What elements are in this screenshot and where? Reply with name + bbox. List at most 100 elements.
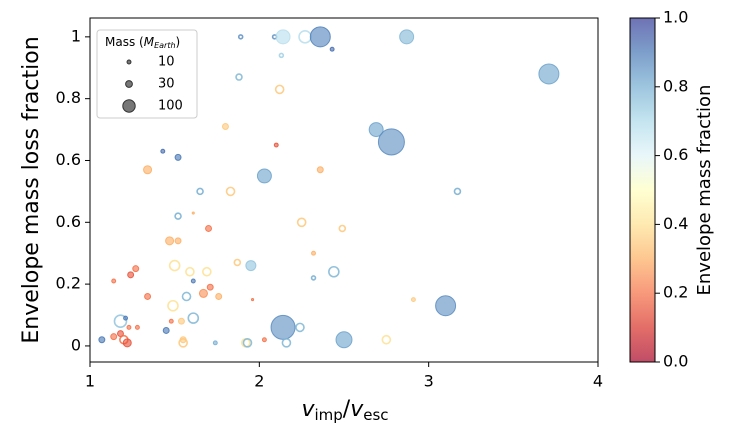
colorbar-tick-label: 0.6 [663,145,688,164]
colorbar [629,17,656,363]
legend-label: 10 [158,55,175,70]
plot-frame [89,17,599,363]
data-point [235,73,243,81]
x-label-part: / [343,397,351,422]
colorbar-tick-label: 0.2 [663,283,688,302]
data-point [221,123,229,130]
data-point [410,297,416,303]
data-point [174,153,182,161]
data-point [113,314,128,329]
legend-title-part: M [144,35,155,49]
data-point [278,52,285,59]
data-point [127,271,135,279]
legend-title-part: Mass ( [105,35,144,49]
data-point [132,265,140,273]
data-point [329,46,335,52]
data-point [237,34,244,40]
data-point [202,266,212,277]
colorbar-tick-label: 0.4 [663,214,688,233]
data-point [143,165,153,175]
x-label-part: v [350,397,364,422]
legend-marker [126,59,132,65]
data-point [316,166,324,174]
data-point [187,312,200,324]
data-point [167,299,179,312]
data-point [212,340,218,346]
x-label-part: v [301,397,315,422]
x-tick-label: 1 [85,372,95,391]
data-point [181,291,192,302]
data-point [233,258,242,267]
legend-title-part: Earth [154,41,175,50]
legend-label: 30 [158,77,175,92]
data-point [311,250,316,256]
data-point [275,29,291,45]
data-point [168,318,174,324]
y-tick-label: 0.6 [56,212,81,231]
x-axis-label: vimp/vesc [301,397,388,424]
data-point [196,187,204,196]
data-point [250,297,255,302]
data-point [177,317,185,325]
data-point [98,336,106,344]
data-point [185,266,195,277]
data-point [191,211,195,215]
data-point [270,314,296,340]
data-point [296,217,307,228]
y-tick-label: 0 [71,335,81,354]
y-tick-label: 0.2 [56,274,81,293]
data-point [273,142,279,148]
colorbar-tick-label: 0.0 [663,352,688,371]
data-point [295,322,305,333]
data-point [110,333,118,341]
data-point [328,265,340,278]
data-point [435,295,457,317]
data-point [399,29,415,45]
data-point [122,338,132,348]
data-point [111,278,117,284]
data-point [377,128,405,156]
data-point [198,288,208,298]
data-point [309,26,331,48]
data-point [190,278,196,284]
y-tick-label: 0.8 [56,88,81,107]
legend-label: 100 [158,99,183,114]
legend-box [96,29,198,119]
data-point [310,275,317,281]
legend-marker [122,99,136,113]
data-point [381,334,392,345]
x-tick-label: 2 [254,372,264,391]
data-point [162,327,170,334]
data-point [335,331,353,349]
data-point [225,186,236,197]
x-tick-label: 4 [593,372,603,391]
data-point [134,324,140,330]
data-point [123,315,129,321]
data-point [274,84,285,95]
data-point [281,338,292,348]
data-point [205,225,213,232]
data-point [174,237,182,245]
data-point [368,122,384,138]
data-point [178,338,188,348]
data-point [261,337,267,343]
y-tick-label: 0.6 [56,150,81,169]
legend-marker [125,80,133,88]
data-point [168,259,181,272]
x-tick-label: 3 [424,372,434,391]
data-point [338,224,347,233]
data-point [453,187,462,196]
data-point [256,168,272,184]
data-point [126,324,132,330]
y-axis-label: Envelope mass loss fraction [19,36,44,343]
data-point [160,148,166,154]
x-label-part: imp [314,406,342,424]
data-point [242,338,253,348]
data-point [174,212,182,220]
colorbar-tick-label: 1.0 [663,8,688,27]
data-point [298,30,312,44]
data-point [245,260,257,272]
legend-title: Mass (MEarth) [105,35,180,50]
x-label-part: esc [363,406,388,424]
